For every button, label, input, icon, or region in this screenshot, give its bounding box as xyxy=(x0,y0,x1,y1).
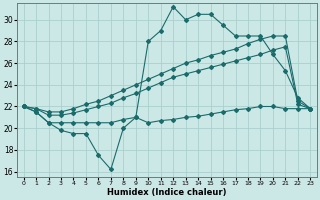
X-axis label: Humidex (Indice chaleur): Humidex (Indice chaleur) xyxy=(107,188,227,197)
